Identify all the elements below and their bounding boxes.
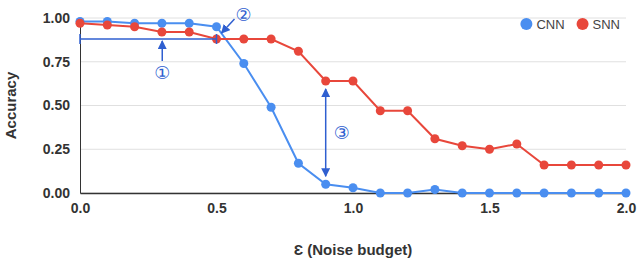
- series-point: [103, 21, 112, 30]
- grid-line: [80, 105, 626, 106]
- legend-swatch: [520, 18, 532, 30]
- series-point: [267, 103, 276, 112]
- legend-swatch: [577, 18, 589, 30]
- grid: [80, 18, 626, 193]
- series-point: [485, 189, 494, 198]
- x-tick-label: 2.0: [617, 200, 637, 216]
- annotation-label: ①: [154, 62, 170, 83]
- y-tick-label: 0.75: [43, 54, 70, 70]
- annotation-label: ②: [235, 4, 251, 25]
- series-point: [294, 159, 303, 168]
- series-line: [80, 23, 626, 165]
- x-tick-label: 0.5: [207, 200, 227, 216]
- annotation-arrow: [325, 89, 327, 176]
- y-tick: 1.00: [43, 10, 80, 26]
- y-tick: 0.00: [43, 185, 80, 201]
- legend: SNN CNN: [520, 17, 620, 32]
- series-point: [321, 180, 330, 189]
- annotations: ① ② ③: [80, 4, 350, 176]
- y-axis-title: Accuracy: [2, 71, 19, 139]
- series-point: [430, 185, 439, 194]
- series-point: [485, 145, 494, 154]
- series-point: [594, 189, 603, 198]
- x-tick-label: 1.5: [480, 200, 500, 216]
- series-point: [594, 161, 603, 170]
- annotation-arrow: [162, 41, 164, 61]
- bracket: [80, 34, 217, 61]
- x-tick: 1.0: [344, 193, 364, 216]
- series: [76, 19, 631, 170]
- series-point: [376, 189, 385, 198]
- series-point: [376, 106, 385, 115]
- plot: 0.0 0.5 1.0 1.5 2.0 0.00 0.25 0.50 0.75 1.00 ① ② ③: [43, 4, 637, 216]
- y-tick-label: 1.00: [43, 10, 70, 26]
- annotation-label: ③: [334, 122, 350, 143]
- series-point: [349, 77, 358, 86]
- legend-label: CNN: [536, 17, 564, 32]
- y-tick: 0.25: [43, 141, 80, 157]
- bracket-end: [216, 34, 218, 44]
- series-point: [540, 189, 549, 198]
- y-axis: 0.00 0.25 0.50 0.75 1.00: [43, 10, 81, 201]
- bracket-end: [79, 34, 81, 44]
- series-point: [321, 77, 330, 86]
- series-point: [512, 189, 521, 198]
- series-point: [157, 19, 166, 28]
- x-tick: 0.0: [71, 193, 91, 216]
- series-point: [512, 140, 521, 149]
- chart: 0.0 0.5 1.0 1.5 2.0 0.00 0.25 0.50 0.75 1.00 ① ② ③ Ɛ …: [0, 0, 640, 263]
- y-tick-label: 0.00: [43, 185, 70, 201]
- y-axis-line: [80, 19, 81, 194]
- series-point: [185, 28, 194, 37]
- series: [76, 17, 631, 198]
- series-point: [294, 47, 303, 56]
- series-point: [76, 19, 85, 28]
- y-tick-label: 0.25: [43, 141, 70, 157]
- x-axis-title: Ɛ (Noise budget): [294, 241, 413, 258]
- series-point: [349, 183, 358, 192]
- bracket-line: [80, 38, 217, 40]
- series-point: [403, 189, 412, 198]
- grid-line: [80, 149, 626, 150]
- x-axis: 0.0 0.5 1.0 1.5 2.0: [71, 193, 637, 216]
- series-point: [130, 22, 139, 31]
- series-point: [430, 134, 439, 143]
- series-line: [80, 22, 626, 194]
- y-tick: 0.50: [43, 97, 80, 113]
- series-point: [622, 161, 631, 170]
- x-tick: 0.5: [207, 193, 227, 216]
- series-point: [540, 161, 549, 170]
- series-point: [185, 19, 194, 28]
- y-tick-label: 0.50: [43, 97, 70, 113]
- series-layer: [76, 17, 631, 198]
- series-point: [567, 189, 576, 198]
- series-point: [212, 22, 221, 31]
- annotation-arrow: [222, 19, 235, 33]
- series-point: [157, 28, 166, 37]
- series-point: [458, 141, 467, 150]
- series-point: [458, 189, 467, 198]
- series-point: [239, 59, 248, 68]
- x-tick-label: 1.0: [344, 200, 364, 216]
- legend-label: SNN: [593, 17, 620, 32]
- series-point: [267, 35, 276, 44]
- series-point: [567, 161, 576, 170]
- y-tick: 0.75: [43, 54, 80, 70]
- series-point: [622, 189, 631, 198]
- series-point: [239, 35, 248, 44]
- series-point: [403, 106, 412, 115]
- x-tick-label: 0.0: [71, 200, 91, 216]
